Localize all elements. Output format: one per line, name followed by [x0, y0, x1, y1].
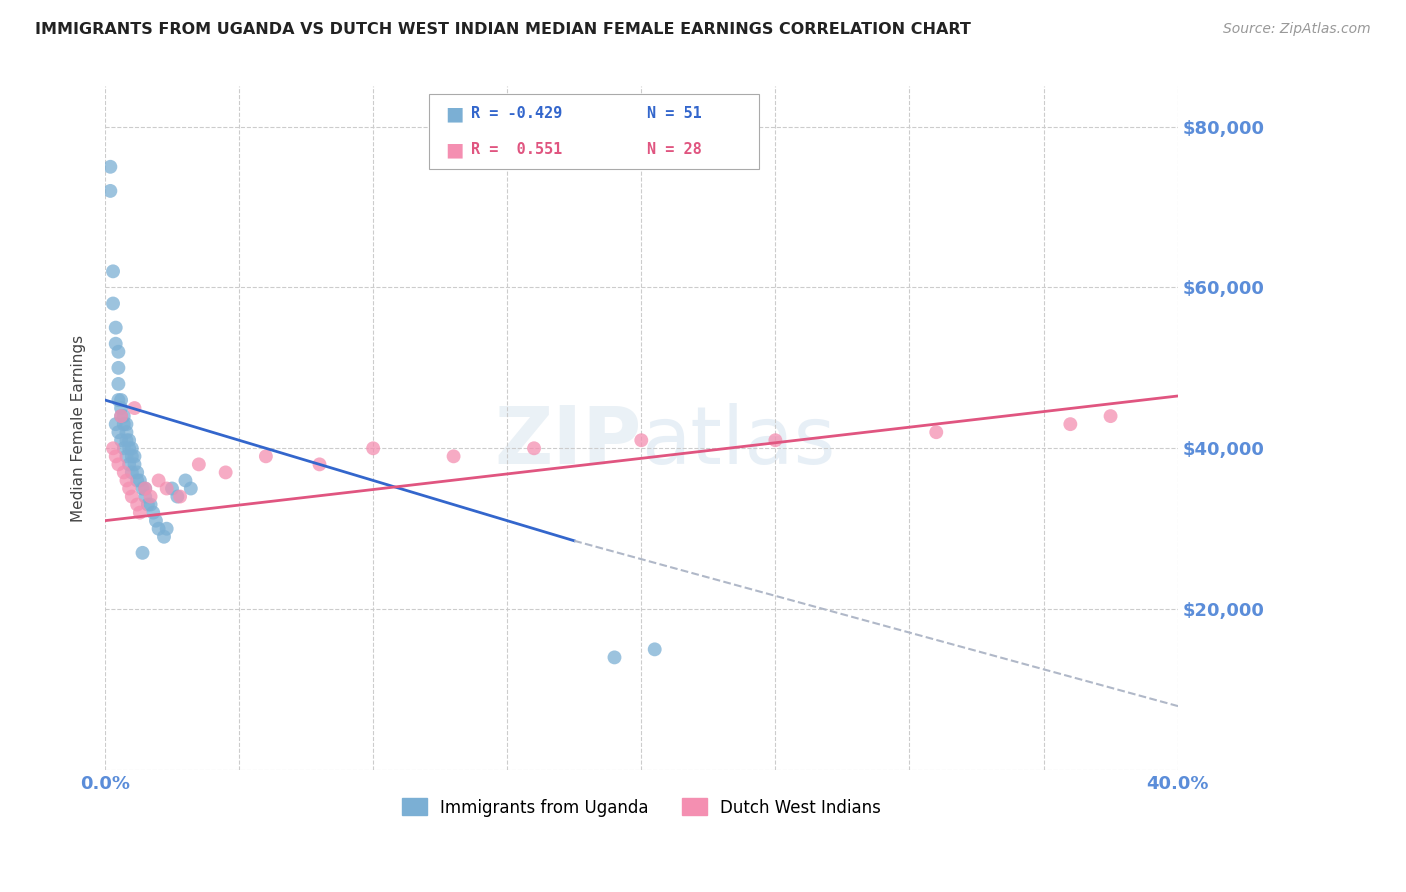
Immigrants from Uganda [110, 434, 132, 448]
Dutch West Indians [925, 425, 948, 440]
Dutch West Indians [156, 482, 179, 496]
Text: atlas: atlas [641, 403, 835, 481]
Dutch West Indians [1059, 417, 1081, 432]
Dutch West Indians [763, 434, 786, 448]
Dutch West Indians [148, 474, 170, 488]
Immigrants from Uganda [107, 360, 129, 375]
Immigrants from Uganda [160, 482, 183, 496]
Dutch West Indians [139, 490, 162, 504]
Immigrants from Uganda [121, 466, 143, 480]
Immigrants from Uganda [104, 417, 127, 432]
Dutch West Indians [107, 458, 129, 472]
Immigrants from Uganda [603, 650, 626, 665]
Immigrants from Uganda [134, 482, 156, 496]
Immigrants from Uganda [136, 498, 159, 512]
Immigrants from Uganda [98, 160, 121, 174]
Text: Source: ZipAtlas.com: Source: ZipAtlas.com [1223, 22, 1371, 37]
Immigrants from Uganda [115, 450, 138, 464]
Legend: Immigrants from Uganda, Dutch West Indians: Immigrants from Uganda, Dutch West India… [395, 792, 887, 823]
Dutch West Indians [134, 482, 156, 496]
Dutch West Indians [308, 458, 330, 472]
Dutch West Indians [104, 450, 127, 464]
Dutch West Indians [101, 442, 124, 456]
Dutch West Indians [254, 450, 277, 464]
Text: N = 51: N = 51 [647, 106, 702, 121]
Immigrants from Uganda [156, 522, 179, 536]
Immigrants from Uganda [107, 344, 129, 359]
Immigrants from Uganda [121, 450, 143, 464]
Dutch West Indians [361, 442, 384, 456]
Dutch West Indians [118, 482, 141, 496]
Immigrants from Uganda [145, 514, 167, 528]
Immigrants from Uganda [110, 409, 132, 423]
Dutch West Indians [169, 490, 191, 504]
Immigrants from Uganda [644, 642, 666, 657]
Immigrants from Uganda [174, 474, 197, 488]
Immigrants from Uganda [104, 336, 127, 351]
Immigrants from Uganda [118, 442, 141, 456]
Immigrants from Uganda [98, 184, 121, 198]
Immigrants from Uganda [115, 417, 138, 432]
Dutch West Indians [214, 466, 236, 480]
Text: R = -0.429: R = -0.429 [471, 106, 562, 121]
Text: ■: ■ [446, 140, 464, 159]
Immigrants from Uganda [118, 434, 141, 448]
Immigrants from Uganda [107, 376, 129, 391]
Dutch West Indians [630, 434, 652, 448]
Immigrants from Uganda [115, 425, 138, 440]
Dutch West Indians [112, 466, 135, 480]
Dutch West Indians [110, 409, 132, 423]
Dutch West Indians [127, 498, 149, 512]
Immigrants from Uganda [124, 458, 146, 472]
Immigrants from Uganda [127, 466, 149, 480]
Immigrants from Uganda [127, 474, 149, 488]
Dutch West Indians [187, 458, 209, 472]
Dutch West Indians [128, 506, 150, 520]
Immigrants from Uganda [107, 425, 129, 440]
Immigrants from Uganda [101, 296, 124, 310]
Immigrants from Uganda [112, 442, 135, 456]
Y-axis label: Median Female Earnings: Median Female Earnings [72, 334, 86, 522]
Immigrants from Uganda [153, 530, 176, 544]
Dutch West Indians [124, 401, 146, 415]
Text: ZIP: ZIP [494, 403, 641, 481]
Immigrants from Uganda [124, 450, 146, 464]
Immigrants from Uganda [121, 442, 143, 456]
Immigrants from Uganda [180, 482, 202, 496]
Immigrants from Uganda [148, 522, 170, 536]
Dutch West Indians [443, 450, 465, 464]
Dutch West Indians [115, 474, 138, 488]
Immigrants from Uganda [107, 392, 129, 407]
Immigrants from Uganda [131, 546, 153, 560]
Dutch West Indians [1099, 409, 1122, 423]
Immigrants from Uganda [110, 401, 132, 415]
Immigrants from Uganda [110, 392, 132, 407]
Immigrants from Uganda [128, 474, 150, 488]
Immigrants from Uganda [104, 320, 127, 334]
Dutch West Indians [121, 490, 143, 504]
Text: ■: ■ [446, 104, 464, 123]
Immigrants from Uganda [112, 409, 135, 423]
Dutch West Indians [523, 442, 546, 456]
Text: N = 28: N = 28 [647, 142, 702, 157]
Immigrants from Uganda [166, 490, 188, 504]
Immigrants from Uganda [134, 490, 156, 504]
Immigrants from Uganda [142, 506, 165, 520]
Immigrants from Uganda [115, 434, 138, 448]
Immigrants from Uganda [118, 458, 141, 472]
Immigrants from Uganda [131, 482, 153, 496]
Text: R =  0.551: R = 0.551 [471, 142, 562, 157]
Immigrants from Uganda [101, 264, 124, 278]
Immigrants from Uganda [139, 498, 162, 512]
Text: IMMIGRANTS FROM UGANDA VS DUTCH WEST INDIAN MEDIAN FEMALE EARNINGS CORRELATION C: IMMIGRANTS FROM UGANDA VS DUTCH WEST IND… [35, 22, 972, 37]
Immigrants from Uganda [112, 417, 135, 432]
